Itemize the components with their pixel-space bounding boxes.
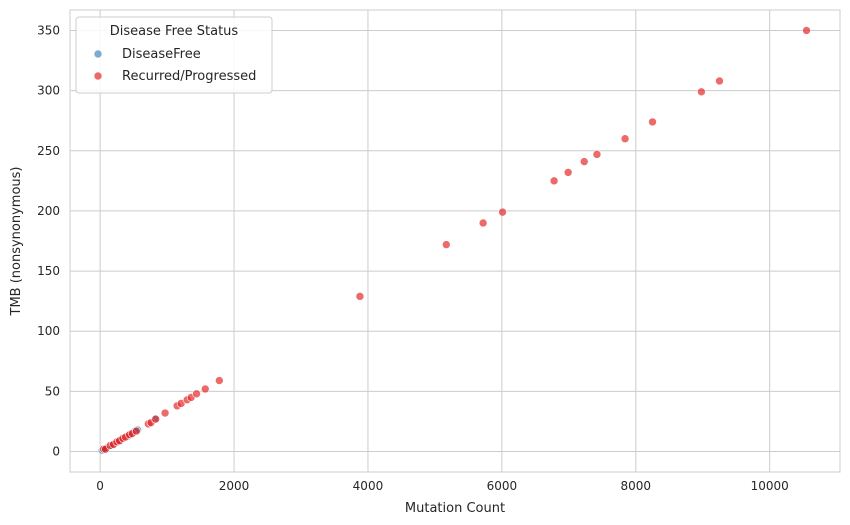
legend-box <box>75 16 273 94</box>
x-tick-label: 10000 <box>751 479 789 493</box>
data-point-recurred-progressed <box>215 376 224 385</box>
grid-lines <box>70 10 840 472</box>
y-tick-label: 150 <box>37 264 60 278</box>
legend-entries: DiseaseFree Recurred/Progressed <box>93 47 256 84</box>
y-tick-label: 50 <box>45 384 60 398</box>
x-tick-label: 4000 <box>353 479 384 493</box>
legend-title: Disease Free Status <box>110 24 239 39</box>
legend: Disease Free Status DiseaseFree Recurred/… <box>75 16 273 94</box>
x-tick-labels: 0 2000 4000 6000 8000 10000 <box>96 479 788 493</box>
legend-label: Recurred/Progressed <box>122 69 256 84</box>
data-point-recurred-progressed <box>579 157 589 166</box>
legend-marker <box>93 71 103 81</box>
y-tick-labels: 0 50 100 150 200 250 300 350 <box>37 23 60 458</box>
data-point-recurred-progressed <box>802 26 811 35</box>
data-point-recurred-progressed <box>697 87 706 97</box>
data-point-recurred-progressed <box>441 240 451 249</box>
legend-marker <box>93 49 103 59</box>
y-tick-label: 200 <box>37 204 60 218</box>
data-point-recurred-progressed <box>200 384 210 394</box>
legend-label: DiseaseFree <box>122 47 201 62</box>
data-point-recurred-progressed <box>478 218 488 228</box>
x-axis-label: Mutation Count <box>405 501 505 516</box>
y-tick-label: 350 <box>37 23 60 37</box>
data-point-recurred-progressed <box>563 168 573 177</box>
y-tick-label: 250 <box>37 144 60 158</box>
data-points <box>97 26 811 455</box>
data-point-recurred-progressed <box>620 134 630 144</box>
x-tick-label: 2000 <box>219 479 250 493</box>
data-point-recurred-progressed <box>715 76 724 86</box>
y-tick-label: 0 <box>52 445 60 459</box>
data-point-recurred-progressed <box>160 408 170 418</box>
data-point-recurred-progressed <box>131 426 141 436</box>
x-tick-label: 6000 <box>487 479 518 493</box>
data-point-recurred-progressed <box>151 414 161 424</box>
data-point-recurred-progressed <box>549 176 559 186</box>
y-tick-label: 300 <box>37 84 60 98</box>
x-tick-label: 0 <box>96 479 104 493</box>
data-point-recurred-progressed <box>355 292 365 301</box>
data-point-recurred-progressed <box>592 150 602 159</box>
y-tick-label: 100 <box>37 324 60 338</box>
data-point-recurred-progressed <box>498 207 507 217</box>
y-axis-label: TMB (nonsynonymous) <box>9 166 24 316</box>
data-point-recurred-progressed <box>648 117 657 127</box>
data-point-recurred-progressed <box>192 389 201 399</box>
x-tick-label: 8000 <box>621 479 652 493</box>
